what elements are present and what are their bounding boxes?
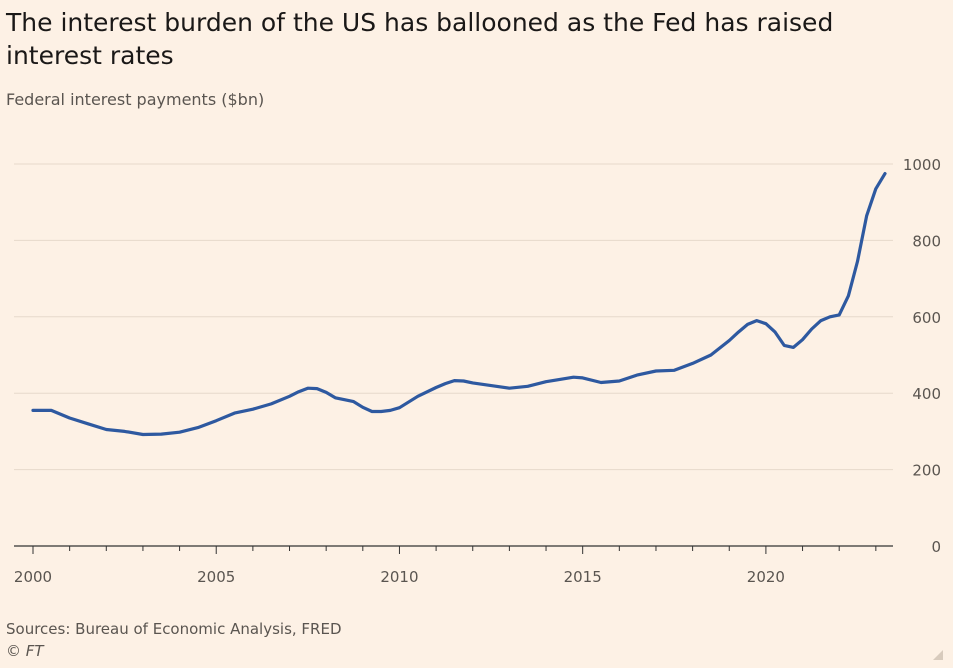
- data-point-2022: [837, 313, 841, 317]
- data-point-2013.5: [526, 385, 529, 388]
- data-point-2004.5: [196, 426, 200, 429]
- data-point-2019: [728, 339, 731, 342]
- data-point-2011: [434, 386, 438, 389]
- data-point-2009.25: [370, 410, 374, 413]
- data-point-2016: [618, 379, 621, 383]
- chart-subtitle: Federal interest payments ($bn): [6, 90, 265, 109]
- data-point-2004: [178, 430, 181, 434]
- data-point-2022.75: [865, 214, 868, 217]
- y-tick-label-600: 600: [912, 309, 941, 327]
- data-point-2023: [874, 187, 878, 191]
- data-point-2022.25: [847, 294, 850, 297]
- series-line-interest-payments: [31, 172, 887, 437]
- data-point-2008.5: [343, 398, 346, 401]
- data-point-2006.5: [269, 402, 273, 406]
- data-point-2019.25: [737, 330, 740, 334]
- data-point-2001: [68, 416, 71, 420]
- data-point-2002: [105, 428, 108, 431]
- resize-corner-icon: [933, 650, 943, 660]
- data-point-2012: [471, 381, 474, 385]
- y-tick-label-200: 200: [912, 462, 941, 480]
- data-point-2021.5: [819, 319, 823, 322]
- data-point-2011.75: [462, 379, 465, 383]
- data-point-2003: [141, 433, 145, 436]
- chart-title: The interest burden of the US has balloo…: [6, 8, 834, 70]
- data-point-2022.5: [856, 260, 859, 263]
- data-point-2016.5: [636, 373, 639, 377]
- data-point-2017.5: [673, 369, 676, 372]
- data-point-2015.5: [599, 381, 603, 384]
- data-point-2011.25: [444, 382, 447, 385]
- data-point-2010.5: [416, 395, 419, 398]
- data-point-2007.25: [297, 390, 300, 393]
- data-point-2014: [544, 380, 548, 383]
- data-point-2019.75: [755, 319, 758, 322]
- data-point-2010: [398, 406, 401, 409]
- x-tick-label-2015: 2015: [564, 568, 602, 586]
- data-point-2021: [801, 338, 804, 341]
- data-point-2019.5: [746, 323, 749, 326]
- data-point-2007.5: [306, 387, 310, 390]
- data-point-2008.25: [334, 396, 337, 399]
- data-point-2005: [215, 419, 218, 422]
- data-point-2021.25: [810, 327, 813, 331]
- data-point-2014.5: [563, 377, 566, 380]
- data-point-2008.75: [352, 400, 355, 403]
- data-point-2009.75: [389, 409, 392, 412]
- x-tick-label-2020: 2020: [747, 568, 785, 586]
- data-point-2005.5: [233, 411, 236, 415]
- data-point-2013: [508, 387, 511, 390]
- data-point-2009.5: [379, 410, 383, 413]
- data-point-2000: [31, 409, 35, 412]
- source-note: Sources: Bureau of Economic Analysis, FR…: [6, 620, 342, 638]
- data-point-2014.75: [572, 375, 575, 379]
- data-point-2020.75: [792, 346, 795, 349]
- data-point-2018: [691, 362, 694, 365]
- data-point-2000.5: [50, 409, 53, 412]
- x-tick-label-2010: 2010: [380, 568, 418, 586]
- data-point-2017: [654, 369, 658, 373]
- data-point-2001.5: [86, 422, 90, 425]
- data-point-2008: [324, 391, 328, 394]
- data-point-2007.75: [315, 387, 319, 390]
- data-point-2006: [251, 408, 255, 411]
- y-tick-label-800: 800: [912, 232, 941, 250]
- data-point-2012.5: [489, 384, 493, 387]
- x-tick-label-2005: 2005: [197, 568, 235, 586]
- data-point-2020: [764, 322, 768, 325]
- data-point-2009: [361, 406, 365, 409]
- data-point-2015: [581, 376, 584, 380]
- data-point-2007: [288, 395, 291, 398]
- x-tick-label-2000: 2000: [14, 568, 52, 586]
- y-tick-label-400: 400: [912, 385, 941, 403]
- ft-credit: © FT: [6, 642, 44, 660]
- data-point-2003.5: [160, 432, 163, 436]
- data-point-2020.5: [783, 344, 786, 347]
- data-point-2020.25: [773, 330, 777, 334]
- data-point-2011.5: [453, 379, 456, 382]
- y-tick-label-0: 0: [931, 538, 941, 556]
- data-point-2018.5: [709, 353, 713, 357]
- data-point-2021.75: [828, 315, 832, 318]
- data-point-2023.25: [883, 172, 887, 175]
- y-tick-label-1000: 1000: [903, 156, 941, 174]
- data-point-2002.5: [123, 430, 126, 433]
